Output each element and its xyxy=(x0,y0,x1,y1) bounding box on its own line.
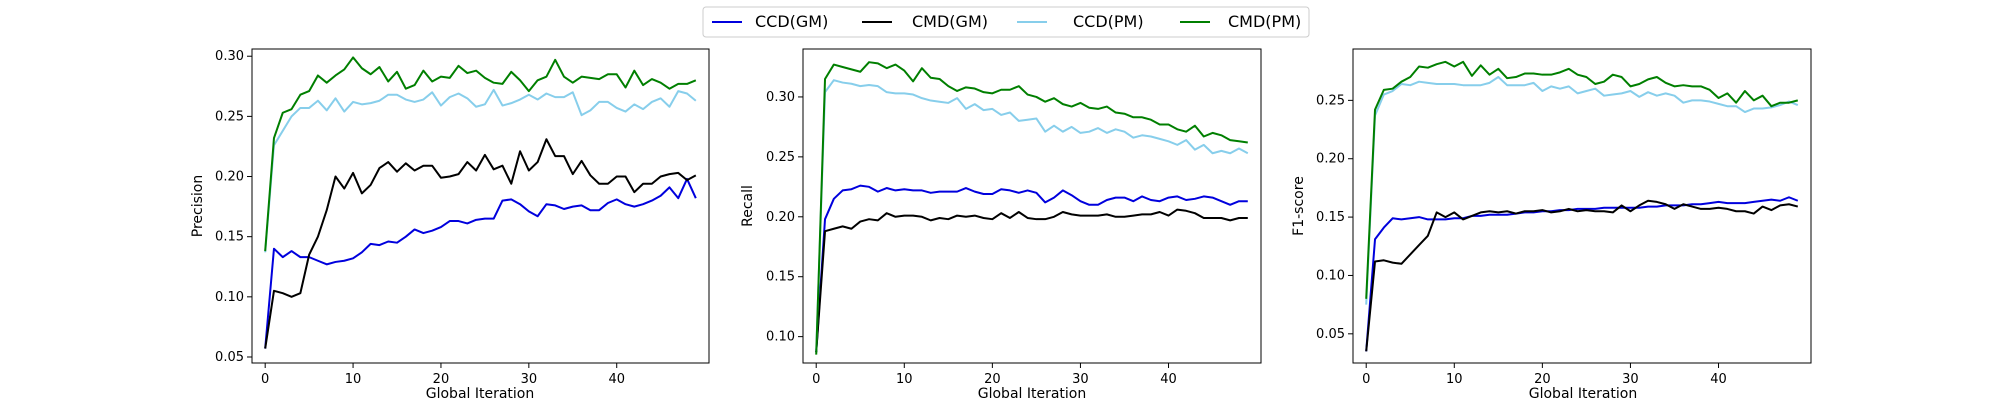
y-tick-label: 0.20 xyxy=(215,170,244,185)
legend-label-ccd-gm: CCD(GM) xyxy=(755,12,828,31)
x-tick-label: 30 xyxy=(521,372,538,387)
x-tick-label: 20 xyxy=(433,372,450,387)
x-axis-label: Global Iteration xyxy=(978,386,1087,400)
x-tick-label: 40 xyxy=(1160,372,1177,387)
y-tick-label: 0.10 xyxy=(215,290,244,305)
y-tick-label: 0.15 xyxy=(1316,210,1345,225)
x-tick-label: 40 xyxy=(1710,372,1727,387)
x-tick-label: 30 xyxy=(1622,372,1639,387)
y-tick-label: 0.10 xyxy=(1316,268,1345,283)
y-tick-label: 0.20 xyxy=(766,210,795,225)
y-tick-label: 0.30 xyxy=(215,49,244,64)
x-tick-label: 10 xyxy=(896,372,913,387)
y-tick-label: 0.25 xyxy=(215,109,244,124)
x-tick-label: 0 xyxy=(261,372,269,387)
plot-frame xyxy=(251,48,710,364)
x-tick-label: 10 xyxy=(1446,372,1463,387)
series-line-ccd-pm xyxy=(815,79,1249,352)
series-line-cmd-gm xyxy=(1365,199,1799,352)
series-line-cmd-pm xyxy=(815,61,1248,355)
x-tick-label: 20 xyxy=(1534,372,1551,387)
series-line-ccd-pm xyxy=(1365,76,1799,305)
y-tick-label: 0.10 xyxy=(766,330,795,345)
recall-panel: Global Iteration Recall 0 10 20 30 40 0.10 0.1… xyxy=(740,48,1262,400)
x-tick-label: 40 xyxy=(608,372,625,387)
series-line-ccd-gm xyxy=(264,177,697,349)
legend-entry-cmd-pm: CMD(PM) xyxy=(1180,12,1301,31)
y-tick-label: 0.05 xyxy=(1316,327,1345,342)
legend-label-ccd-pm: CCD(PM) xyxy=(1073,12,1144,31)
y-tick-label: 0.15 xyxy=(215,230,244,245)
y-tick-label: 0.20 xyxy=(1316,152,1345,167)
legend-entry-ccd-pm: CCD(PM) xyxy=(1017,12,1144,31)
legend-label-cmd-pm: CMD(PM) xyxy=(1228,12,1301,31)
plot-frame xyxy=(1352,48,1812,364)
series-line-cmd-gm xyxy=(815,208,1248,353)
series-line-cmd-gm xyxy=(264,138,697,349)
y-tick-label: 0.30 xyxy=(766,90,795,105)
plot-frame xyxy=(802,48,1262,364)
x-axis-label: Global Iteration xyxy=(426,386,535,400)
legend-label-cmd-gm: CMD(GM) xyxy=(912,12,988,31)
series-line-cmd-pm xyxy=(264,56,697,252)
precision-panel: Global Iteration Precision 0 10 20 30 40 0.05… xyxy=(190,48,710,400)
x-tick-label: 0 xyxy=(1362,372,1370,387)
legend-entry-cmd-gm: CMD(GM) xyxy=(862,12,988,31)
y-tick-label: 0.05 xyxy=(215,350,244,365)
y-axis-label: F1-score xyxy=(1291,176,1307,236)
y-tick-label: 0.15 xyxy=(766,270,795,285)
x-tick-label: 20 xyxy=(984,372,1001,387)
x-tick-label: 30 xyxy=(1072,372,1089,387)
y-axis-label: Recall xyxy=(740,185,756,227)
y-tick-label: 0.25 xyxy=(1316,93,1345,108)
y-tick-label: 0.25 xyxy=(766,150,795,165)
series-line-ccd-pm xyxy=(264,88,697,253)
x-tick-label: 0 xyxy=(812,372,820,387)
y-axis-label: Precision xyxy=(190,175,206,237)
series-line-ccd-gm xyxy=(1365,196,1799,352)
f1-score-panel: Global Iteration F1-score 0 10 20 30 40 0.05 0… xyxy=(1291,48,1812,400)
series-line-cmd-pm xyxy=(1365,60,1799,299)
x-axis-label: Global Iteration xyxy=(1529,386,1638,400)
legend-frame xyxy=(702,6,1310,38)
legend: CCD(GM) CMD(GM) CCD(PM) CMD(PM) xyxy=(702,6,1310,38)
x-tick-label: 10 xyxy=(345,372,362,387)
legend-entry-ccd-gm: CCD(GM) xyxy=(712,12,828,31)
series-line-ccd-gm xyxy=(815,184,1248,353)
